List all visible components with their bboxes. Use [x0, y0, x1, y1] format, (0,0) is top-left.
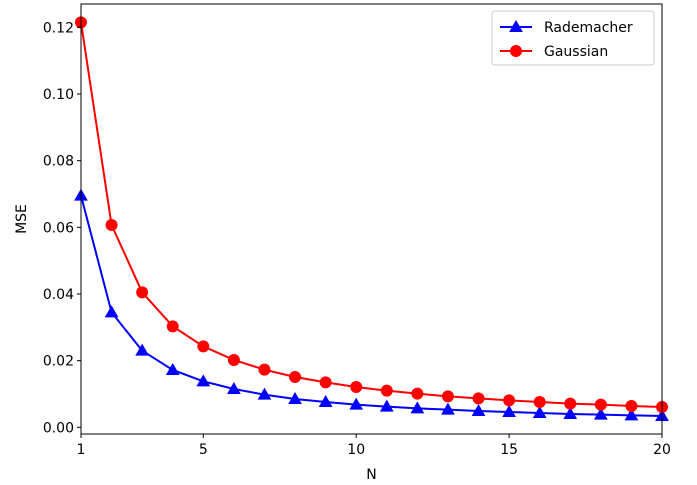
data-point-gaussian: [197, 340, 210, 353]
data-point-gaussian: [350, 381, 363, 393]
x-tick-label: 10: [347, 442, 365, 458]
data-point-gaussian: [625, 400, 638, 412]
y-tick-label: 0.04: [43, 287, 74, 303]
series-gaussian: [75, 16, 668, 413]
data-point-rademacher: [593, 407, 608, 420]
data-point-gaussian: [503, 394, 516, 407]
data-point-gaussian: [105, 219, 118, 231]
data-point-rademacher: [471, 403, 486, 416]
legend-label: Rademacher: [544, 20, 633, 36]
data-point-rademacher: [532, 405, 547, 418]
data-point-rademacher: [441, 402, 455, 415]
data-point-rademacher: [135, 343, 150, 356]
x-tick-label: 1: [77, 442, 86, 458]
legend-swatch-marker: [510, 45, 522, 57]
data-point-gaussian: [441, 390, 454, 403]
data-point-gaussian: [166, 320, 179, 333]
x-tick-label: 20: [653, 442, 671, 458]
data-point-rademacher: [227, 381, 241, 394]
y-tick-label: 0.06: [43, 220, 74, 236]
data-point-rademacher: [196, 374, 211, 387]
data-point-gaussian: [533, 396, 546, 408]
data-point-rademacher: [349, 397, 364, 410]
data-point-gaussian: [472, 392, 485, 405]
data-point-rademacher: [410, 401, 425, 414]
x-tick-label: 5: [199, 442, 208, 458]
legend: Rademacher Gaussian: [491, 10, 655, 66]
data-point-rademacher: [288, 391, 302, 404]
data-point-gaussian: [319, 376, 332, 389]
plot-frame: [80, 3, 663, 435]
data-point-rademacher: [624, 408, 639, 421]
data-point-gaussian: [289, 371, 302, 383]
x-tick-label: 15: [500, 442, 518, 458]
legend-item-gaussian: Gaussian: [500, 44, 608, 60]
x-axis-title: N: [366, 467, 376, 483]
series-rademacher: [74, 188, 669, 421]
plot-area: [81, 4, 662, 434]
data-point-gaussian: [227, 354, 240, 366]
y-tick-label: 0.00: [43, 420, 74, 436]
data-point-gaussian: [136, 286, 149, 299]
axes-layer: 1 5 10 15 200.000.020.040.060.080.100.12: [43, 20, 671, 458]
data-point-rademacher: [563, 406, 578, 419]
y-tick-label: 0.08: [43, 154, 74, 170]
data-point-gaussian: [594, 398, 607, 411]
data-point-rademacher: [104, 305, 119, 318]
legend-item-rademacher: Rademacher: [500, 19, 633, 36]
legend-label: Gaussian: [544, 44, 608, 60]
series-line-rademacher: [80, 195, 663, 417]
data-point-rademacher: [502, 404, 516, 417]
series-layer: [74, 16, 669, 421]
y-tick-label: 0.10: [43, 87, 74, 103]
data-point-rademacher: [318, 394, 333, 407]
y-axis-title: MSE: [14, 204, 30, 234]
legend-box: [491, 10, 655, 66]
y-tick-label: 0.02: [43, 354, 74, 370]
data-point-gaussian: [380, 384, 393, 397]
data-point-rademacher: [165, 362, 180, 375]
legend-swatch-marker: [509, 19, 523, 32]
data-point-gaussian: [411, 387, 424, 400]
data-point-rademacher: [379, 399, 394, 412]
data-point-rademacher: [257, 387, 272, 400]
data-point-gaussian: [564, 397, 577, 410]
data-point-gaussian: [258, 363, 271, 376]
y-tick-label: 0.12: [43, 20, 74, 36]
